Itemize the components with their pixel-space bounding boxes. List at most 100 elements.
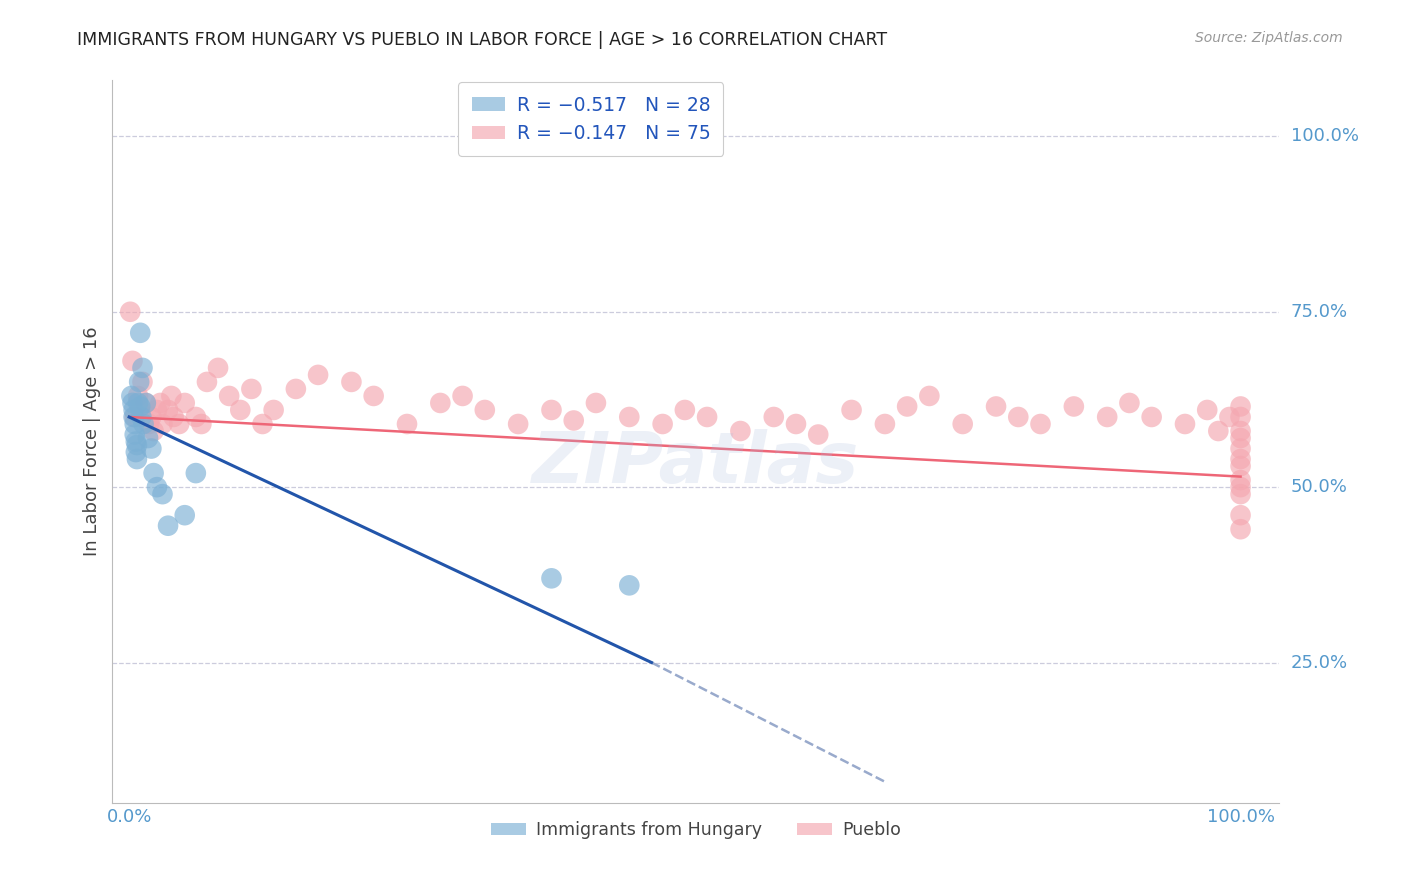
Point <box>127 389 149 403</box>
Legend: Immigrants from Hungary, Pueblo: Immigrants from Hungary, Pueblo <box>484 814 908 847</box>
Point <box>195 375 218 389</box>
Point <box>1063 400 1085 414</box>
Point <box>1229 409 1251 424</box>
Point <box>120 389 142 403</box>
Point <box>619 578 641 592</box>
Point <box>149 396 172 410</box>
Point <box>142 466 165 480</box>
Point <box>129 400 152 414</box>
Point <box>1174 417 1197 431</box>
Point <box>157 403 180 417</box>
Point <box>1118 396 1140 410</box>
Point <box>508 417 530 431</box>
Point <box>762 409 785 424</box>
Point <box>121 396 143 410</box>
Point <box>142 424 165 438</box>
Point <box>395 417 418 431</box>
Point <box>124 409 146 424</box>
Point <box>696 409 718 424</box>
Point <box>1218 409 1240 424</box>
Point <box>141 409 163 424</box>
Point <box>129 403 152 417</box>
Point <box>1229 400 1251 414</box>
Point <box>1007 409 1029 424</box>
Point <box>651 417 673 431</box>
Point <box>135 396 157 410</box>
Text: 100.0%: 100.0% <box>1291 128 1358 145</box>
Point <box>1197 403 1219 417</box>
Point <box>146 480 169 494</box>
Point <box>474 403 496 417</box>
Point <box>673 403 696 417</box>
Point <box>1229 480 1251 494</box>
Point <box>146 403 169 417</box>
Point <box>173 508 195 523</box>
Point <box>1229 487 1251 501</box>
Point <box>207 360 229 375</box>
Point <box>131 360 153 375</box>
Point <box>157 518 180 533</box>
Point <box>122 409 145 424</box>
Point <box>785 417 807 431</box>
Point <box>125 434 148 449</box>
Point <box>1229 452 1251 467</box>
Point <box>184 409 207 424</box>
Point <box>132 417 155 431</box>
Point <box>136 431 159 445</box>
Point <box>162 409 184 424</box>
Point <box>190 417 212 431</box>
Point <box>1095 409 1118 424</box>
Point <box>131 409 153 424</box>
Point <box>585 396 607 410</box>
Point <box>841 403 863 417</box>
Point <box>918 389 941 403</box>
Point <box>307 368 329 382</box>
Point <box>1229 459 1251 474</box>
Point <box>1140 409 1163 424</box>
Point <box>730 424 752 438</box>
Point <box>263 403 285 417</box>
Point <box>127 396 149 410</box>
Point <box>807 427 830 442</box>
Point <box>141 442 163 456</box>
Point <box>896 400 918 414</box>
Point <box>1229 424 1251 438</box>
Text: 50.0%: 50.0% <box>1291 478 1347 496</box>
Point <box>184 466 207 480</box>
Point <box>152 417 174 431</box>
Point <box>619 409 641 424</box>
Point <box>124 427 146 442</box>
Point <box>984 400 1007 414</box>
Point <box>1229 431 1251 445</box>
Point <box>873 417 896 431</box>
Point <box>952 417 974 431</box>
Y-axis label: In Labor Force | Age > 16: In Labor Force | Age > 16 <box>83 326 101 557</box>
Point <box>562 413 585 427</box>
Point <box>160 389 183 403</box>
Point <box>124 417 146 431</box>
Point <box>1208 424 1230 438</box>
Point <box>152 487 174 501</box>
Text: IMMIGRANTS FROM HUNGARY VS PUEBLO IN LABOR FORCE | AGE > 16 CORRELATION CHART: IMMIGRANTS FROM HUNGARY VS PUEBLO IN LAB… <box>77 31 887 49</box>
Point <box>120 305 142 319</box>
Point <box>125 438 148 452</box>
Point <box>451 389 474 403</box>
Point <box>128 375 150 389</box>
Point <box>1229 508 1251 523</box>
Point <box>540 403 562 417</box>
Point <box>1229 442 1251 456</box>
Point <box>125 452 148 467</box>
Point <box>340 375 363 389</box>
Point <box>173 396 195 410</box>
Point <box>138 417 160 431</box>
Point <box>121 354 143 368</box>
Point <box>229 403 252 417</box>
Point <box>125 445 148 459</box>
Point <box>1229 522 1251 536</box>
Point <box>284 382 307 396</box>
Point <box>135 396 157 410</box>
Point <box>429 396 451 410</box>
Point <box>218 389 240 403</box>
Point <box>240 382 263 396</box>
Point <box>1229 473 1251 487</box>
